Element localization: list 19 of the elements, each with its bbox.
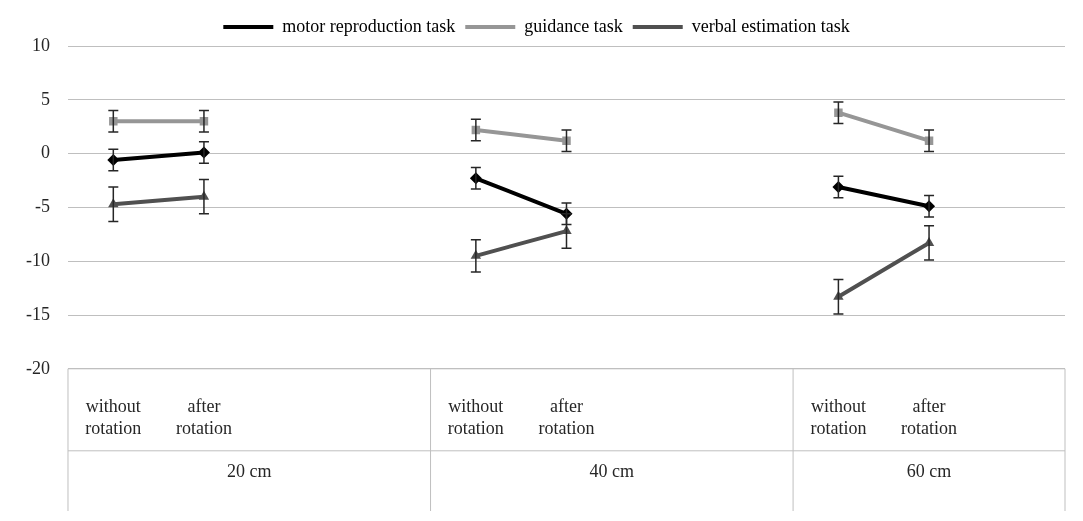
text: 20 cm	[227, 460, 272, 481]
text: 60 cm	[906, 460, 952, 481]
y-tick-label: -20	[25, 357, 50, 378]
y-tick-label: 5	[40, 88, 50, 109]
text: 40 cm	[589, 460, 635, 481]
x-tick-label: after rotation	[175, 396, 232, 438]
x-tick-label: without rotation	[447, 396, 504, 438]
y-tick-label: -10	[25, 249, 50, 270]
y-tick-label: 0	[40, 142, 50, 163]
y-tick-label: -5	[34, 196, 50, 217]
legend-label: verbal estimation task	[691, 15, 850, 36]
legend-label: guidance task	[524, 15, 623, 36]
x-tick-label: without rotation	[810, 396, 867, 438]
x-tick-label: without rotation	[85, 396, 142, 438]
y-tick-label: -15	[25, 303, 50, 324]
legend-label: motor reproduction task	[282, 15, 456, 36]
x-tick-label: after rotation	[901, 396, 958, 438]
x-tick-label: after rotation	[538, 396, 595, 438]
y-tick-label: 10	[31, 34, 50, 55]
